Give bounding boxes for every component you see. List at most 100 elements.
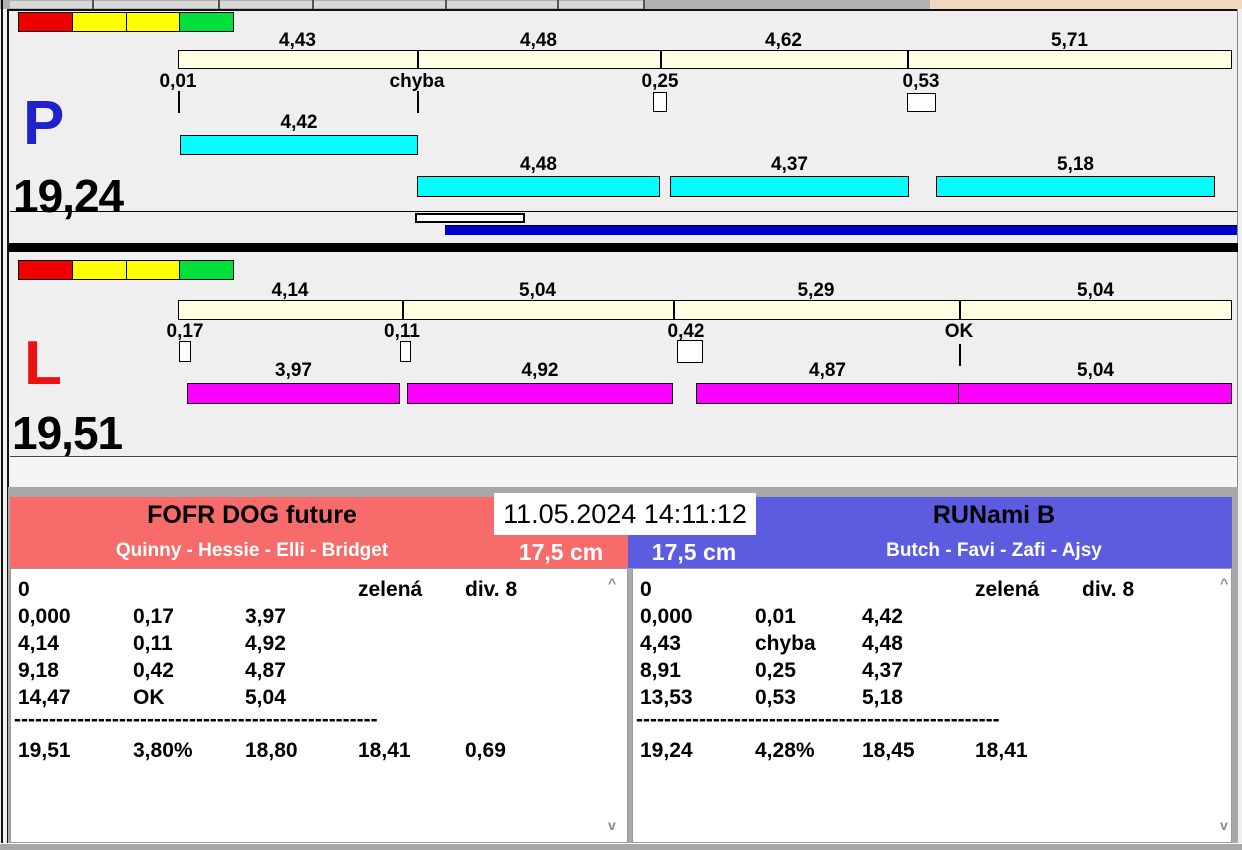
table-cell: 0,000 [640, 605, 693, 628]
toolbar-divider [557, 0, 559, 9]
table-cell: 4,43 [640, 632, 681, 655]
window-right-border [1237, 9, 1238, 850]
lane-p-marker-1: 0,01 [159, 71, 197, 92]
lane-l-ref-time-4: 5,04 [1077, 280, 1114, 301]
table-cell: 0,53 [755, 686, 796, 709]
section-divider [8, 487, 1238, 497]
lane-l-ref-time-3: 5,29 [797, 280, 835, 301]
team-right-jump-height: 17,5 cm [651, 539, 737, 565]
scroll-down-icon[interactable]: v [1220, 817, 1228, 833]
traffic-yellow-cell [72, 12, 127, 32]
datetime-box: 11.05.2024 14:11:12 [494, 493, 756, 535]
table-cell: 5,18 [862, 686, 903, 709]
lane-l-run-time-2: 4,92 [521, 360, 559, 381]
table-cell: 9,18 [18, 659, 59, 682]
background-window-strip [930, 0, 1242, 9]
table-total-cell: 18,41 [975, 739, 1028, 762]
lane-p-marker-2: chyba [389, 71, 445, 92]
lane-l-marker-2: 0,11 [384, 321, 420, 342]
lane-p-baseline [10, 211, 1237, 212]
traffic-green-cell [180, 12, 234, 32]
team-right-name: RUNami B [932, 501, 1056, 529]
lane-p-reference-bar [178, 50, 1232, 69]
table-cell: 0 [18, 578, 30, 601]
toolbar-divider [643, 0, 645, 9]
team-left-dogs: Quinny - Hessie - Elli - Bridget [115, 540, 389, 561]
segment-divider [417, 51, 419, 68]
lane-p-ref-time-4: 5,71 [1051, 30, 1088, 51]
lane-p-run-time-3: 4,37 [771, 154, 808, 175]
lane-p-traffic-lights [18, 12, 234, 32]
table-cell: zelená [975, 578, 1040, 601]
lane-l-run-time-1: 3,97 [275, 360, 312, 381]
table-cell: 0 [640, 578, 652, 601]
lane-p-run-time-1: 4,42 [280, 112, 318, 133]
window-left-inner-border [7, 9, 9, 850]
lane-p-marker-4: 0,53 [902, 71, 940, 92]
toolbar-divider [218, 0, 220, 9]
table-cell: OK [133, 686, 165, 709]
table-cell: 0,42 [133, 659, 174, 682]
table-cell: 0,17 [133, 605, 174, 628]
lane-l-marker-3: 0,42 [667, 321, 705, 342]
team-right-dogs: Butch - Favi - Zafi - Ajsy [886, 540, 1102, 561]
table-cell: 4,14 [18, 632, 59, 655]
fault-marker-box [677, 340, 703, 363]
marker-tick [178, 91, 180, 113]
window-footer [0, 843, 1242, 850]
empty-strip [10, 456, 1237, 487]
table-cell: 0,11 [133, 632, 173, 655]
lane-l-run-time-4: 5,04 [1077, 360, 1114, 381]
team-left-results-panel [10, 568, 628, 843]
background-toolbar-segments [10, 1, 645, 8]
segment-divider [959, 301, 961, 319]
table-cell: div. 8 [465, 578, 518, 601]
lane-l-run-bar-1 [187, 383, 400, 404]
table-cell: 13,53 [640, 686, 693, 709]
segment-divider [660, 51, 662, 68]
team-left-jump-height: 17,5 cm [518, 539, 604, 565]
progress-bar-blue [445, 225, 1237, 235]
lane-l-ref-time-2: 5,04 [519, 280, 556, 301]
lane-p-ref-time-2: 4,48 [520, 30, 557, 51]
table-cell: 4,87 [245, 659, 286, 682]
table-cell: 0,000 [18, 605, 71, 628]
fault-marker-box [907, 93, 936, 112]
lane-p-run-time-4: 5,18 [1057, 154, 1094, 175]
toolbar-divider [445, 0, 447, 9]
table-cell: 14,47 [18, 686, 71, 709]
table-cell: 4,92 [245, 632, 286, 655]
table-total-cell: 18,41 [358, 739, 411, 762]
segment-divider [402, 301, 404, 319]
table-cell: zelená [358, 578, 423, 601]
lane-p-run-bar-3 [670, 176, 909, 197]
scroll-up-icon[interactable]: ^ [608, 575, 617, 591]
fault-marker-box [400, 341, 411, 362]
lane-p-total-time: 19,24 [13, 170, 124, 222]
lane-p-marker-3: 0,25 [641, 71, 679, 92]
lane-p-ref-time-3: 4,62 [765, 30, 802, 51]
lane-l-reference-bar [178, 300, 1232, 320]
scroll-up-icon[interactable]: ^ [1220, 575, 1229, 591]
lane-l-label: L [24, 329, 62, 398]
table-cell: chyba [755, 632, 816, 655]
segment-divider [907, 51, 909, 68]
lane-l-run-bar-4 [958, 383, 1232, 404]
lane-p-label: P [23, 89, 65, 158]
marker-tick [417, 91, 419, 113]
lane-l-run-time-3: 4,87 [809, 360, 846, 381]
table-total-cell: 4,28% [755, 739, 815, 762]
scroll-down-icon[interactable]: v [608, 817, 616, 833]
table-cell: 4,37 [862, 659, 903, 682]
table-cell: 4,42 [862, 605, 903, 628]
window-left-border [1, 0, 3, 850]
traffic-green-cell [180, 260, 234, 280]
lane-l-traffic-lights [18, 260, 234, 280]
table-cell: 0,25 [755, 659, 796, 682]
table-cell: 5,04 [245, 686, 286, 709]
table-cell: 0,01 [755, 605, 796, 628]
lane-p-run-bar-2 [417, 176, 660, 197]
lane-p-ref-time-1: 4,43 [279, 30, 316, 51]
table-total-cell: 18,45 [862, 739, 915, 762]
